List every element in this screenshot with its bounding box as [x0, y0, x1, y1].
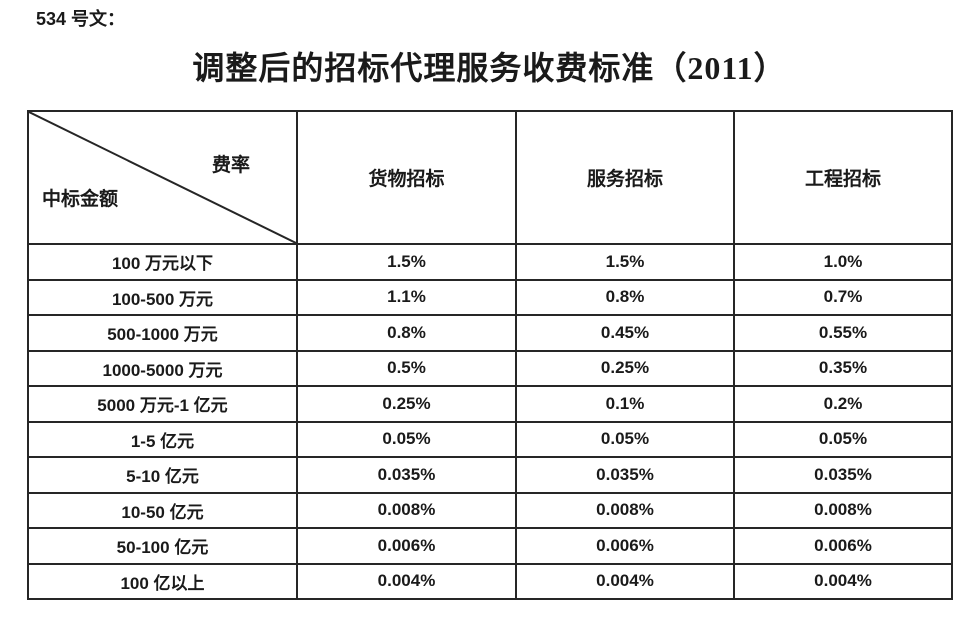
rate-cell: 0.05%	[296, 420, 517, 458]
table-row: 1000-5000 万元 0.5% 0.25% 0.35%	[27, 349, 953, 387]
rate-cell: 0.008%	[296, 491, 517, 529]
rate-cell: 0.1%	[515, 385, 735, 423]
rate-cell: 0.006%	[296, 527, 517, 565]
corner-label-amount: 中标金额	[42, 189, 119, 210]
rate-cell: 0.2%	[733, 385, 953, 423]
rate-cell: 0.008%	[515, 491, 735, 529]
fee-rate-table: 费率 中标金额 货物招标 服务招标 工程招标 100 万元以下 1.5% 1.5…	[27, 110, 953, 600]
rate-cell: 0.008%	[733, 491, 953, 529]
amount-cell: 50-100 亿元	[27, 527, 298, 565]
doc-number-label: 534 号文：	[36, 9, 126, 29]
table-row: 50-100 亿元 0.006% 0.006% 0.006%	[27, 527, 953, 565]
amount-cell: 500-1000 万元	[27, 314, 298, 352]
rate-cell: 0.05%	[733, 420, 953, 458]
amount-cell: 1-5 亿元	[27, 420, 298, 458]
rate-cell: 0.25%	[515, 349, 735, 387]
table-row: 100-500 万元 1.1% 0.8% 0.7%	[27, 278, 953, 316]
column-header-engineering: 工程招标	[733, 110, 953, 245]
amount-cell: 100-500 万元	[27, 278, 298, 316]
table-row: 100 亿以上 0.004% 0.004% 0.004%	[27, 562, 953, 600]
rate-cell: 0.5%	[296, 349, 517, 387]
column-header-services: 服务招标	[515, 110, 735, 245]
table-row: 5000 万元-1 亿元 0.25% 0.1% 0.2%	[27, 385, 953, 423]
rate-cell: 1.1%	[296, 278, 517, 316]
table-row: 100 万元以下 1.5% 1.5% 1.0%	[27, 243, 953, 281]
corner-label-rate: 费率	[211, 155, 250, 176]
rate-cell: 0.035%	[733, 456, 953, 494]
table-row: 1-5 亿元 0.05% 0.05% 0.05%	[27, 420, 953, 458]
rate-cell: 0.035%	[296, 456, 517, 494]
rate-cell: 0.004%	[296, 562, 517, 600]
rate-cell: 0.035%	[515, 456, 735, 494]
rate-cell: 0.8%	[296, 314, 517, 352]
rate-cell: 0.006%	[515, 527, 735, 565]
column-header-goods: 货物招标	[296, 110, 517, 245]
rate-cell: 0.006%	[733, 527, 953, 565]
rate-cell: 1.5%	[515, 243, 735, 281]
rate-cell: 1.5%	[296, 243, 517, 281]
rate-cell: 0.55%	[733, 314, 953, 352]
diagonal-header-cell: 费率 中标金额	[27, 110, 298, 245]
rate-cell: 0.004%	[515, 562, 735, 600]
page-title: 调整后的招标代理服务收费标准（2011）	[192, 50, 787, 86]
amount-cell: 100 万元以下	[27, 243, 298, 281]
rate-cell: 1.0%	[733, 243, 953, 281]
rate-cell: 0.05%	[515, 420, 735, 458]
rate-cell: 0.004%	[733, 562, 953, 600]
amount-cell: 1000-5000 万元	[27, 349, 298, 387]
rate-cell: 0.8%	[515, 278, 735, 316]
amount-cell: 10-50 亿元	[27, 491, 298, 529]
rate-cell: 0.45%	[515, 314, 735, 352]
table-row: 5-10 亿元 0.035% 0.035% 0.035%	[27, 456, 953, 494]
table-row: 500-1000 万元 0.8% 0.45% 0.55%	[27, 314, 953, 352]
table-row: 10-50 亿元 0.008% 0.008% 0.008%	[27, 491, 953, 529]
amount-cell: 5000 万元-1 亿元	[27, 385, 298, 423]
amount-cell: 5-10 亿元	[27, 456, 298, 494]
amount-cell: 100 亿以上	[27, 562, 298, 600]
rate-cell: 0.7%	[733, 278, 953, 316]
rate-cell: 0.25%	[296, 385, 517, 423]
table-header-row: 费率 中标金额 货物招标 服务招标 工程招标	[27, 110, 953, 245]
rate-cell: 0.35%	[733, 349, 953, 387]
diagonal-divider-line	[30, 113, 295, 242]
